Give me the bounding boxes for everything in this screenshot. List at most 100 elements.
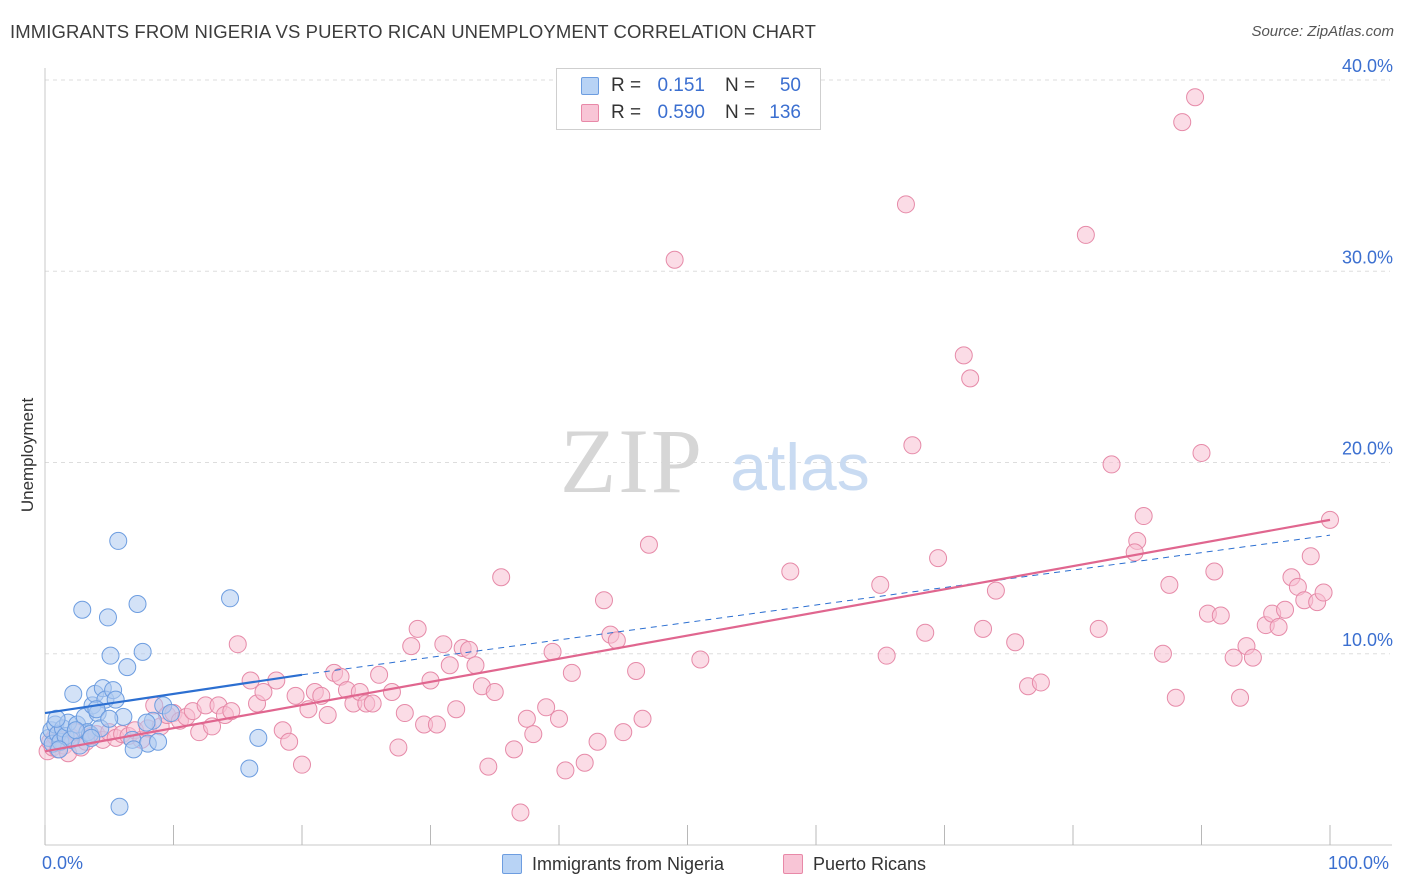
stats-legend: R = 0.151 N = 50 R = 0.590 N = 136 xyxy=(556,68,821,130)
data-point-nigeria xyxy=(221,589,240,608)
trend-lines xyxy=(44,518,1331,753)
axes xyxy=(44,68,1392,846)
data-point-puerto-rican xyxy=(1301,547,1320,566)
data-point-puerto-rican xyxy=(222,702,241,721)
legend-swatch-blue xyxy=(581,77,599,95)
legend-item-nigeria[interactable]: Immigrants from Nigeria xyxy=(502,852,724,876)
data-point-puerto-rican xyxy=(363,694,382,713)
data-point-nigeria xyxy=(118,658,137,677)
y-tick-label: 30.0% xyxy=(1342,247,1393,267)
legend-item-puerto-rican[interactable]: Puerto Ricans xyxy=(783,852,926,876)
data-point-puerto-rican xyxy=(903,436,922,455)
data-point-puerto-rican xyxy=(1192,443,1211,462)
data-point-nigeria xyxy=(110,797,129,816)
data-point-nigeria xyxy=(161,704,180,723)
data-point-puerto-rican xyxy=(1125,543,1144,562)
data-point-puerto-rican xyxy=(286,686,305,705)
data-point-puerto-rican xyxy=(1134,507,1153,526)
data-point-puerto-rican xyxy=(929,549,948,568)
legend-swatch-blue xyxy=(502,854,522,874)
data-point-puerto-rican xyxy=(1153,644,1172,663)
data-point-puerto-rican xyxy=(479,757,498,776)
data-point-puerto-rican xyxy=(537,698,556,717)
data-point-puerto-rican xyxy=(370,665,389,684)
data-point-puerto-rican xyxy=(1186,88,1205,107)
data-point-puerto-rican xyxy=(440,656,459,675)
data-point-puerto-rican xyxy=(1089,619,1108,638)
data-point-puerto-rican xyxy=(588,732,607,751)
data-point-nigeria xyxy=(98,608,117,627)
data-point-puerto-rican xyxy=(1243,648,1262,667)
watermark: ZIP atlas xyxy=(560,410,870,512)
data-point-nigeria xyxy=(124,740,143,759)
data-point-nigeria xyxy=(128,595,147,614)
data-point-puerto-rican xyxy=(1276,600,1295,619)
trend-line-nigeria-dashed xyxy=(301,534,1331,676)
data-point-puerto-rican xyxy=(691,650,710,669)
data-point-puerto-rican xyxy=(594,591,613,610)
data-point-puerto-rican xyxy=(505,740,524,759)
data-point-nigeria xyxy=(249,728,268,747)
data-point-puerto-rican xyxy=(517,709,536,728)
data-point-puerto-rican xyxy=(781,562,800,581)
data-point-puerto-rican xyxy=(1166,688,1185,707)
watermark-zip: ZIP xyxy=(560,410,704,512)
data-point-puerto-rican xyxy=(562,663,581,682)
data-point-puerto-rican xyxy=(524,725,543,744)
data-point-puerto-rican xyxy=(254,683,273,701)
chart-title: IMMIGRANTS FROM NIGERIA VS PUERTO RICAN … xyxy=(10,21,817,42)
x-tick-min: 0.0% xyxy=(42,853,84,873)
data-point-puerto-rican xyxy=(627,661,646,680)
data-point-puerto-rican xyxy=(1102,455,1121,474)
data-point-puerto-rican xyxy=(434,635,453,654)
data-point-puerto-rican xyxy=(402,637,421,656)
data-point-puerto-rican xyxy=(556,761,575,780)
data-point-puerto-rican xyxy=(633,709,652,728)
data-point-puerto-rican xyxy=(986,581,1005,600)
data-point-puerto-rican xyxy=(389,738,408,757)
data-point-puerto-rican xyxy=(318,705,337,724)
data-point-puerto-rican xyxy=(280,732,299,751)
legend-r-label: R = xyxy=(611,75,642,96)
data-point-puerto-rican xyxy=(1031,673,1050,692)
legend-label-puerto-rican: Puerto Ricans xyxy=(813,853,927,874)
legend-n-label: N = xyxy=(725,75,756,96)
data-point-nigeria xyxy=(137,713,156,732)
x-tick-max: 100.0% xyxy=(1328,853,1390,873)
legend-r-value: 0.590 xyxy=(657,102,705,123)
data-point-nigeria xyxy=(100,709,119,728)
data-point-puerto-rican xyxy=(1231,688,1250,707)
data-point-nigeria xyxy=(64,684,83,703)
legend-n-value: 50 xyxy=(779,75,801,96)
legend-r-label: R = xyxy=(611,102,642,123)
data-point-puerto-rican xyxy=(485,683,504,701)
data-point-puerto-rican xyxy=(871,575,890,594)
data-point-puerto-rican xyxy=(1211,606,1230,625)
blue-series-points xyxy=(39,531,268,816)
y-tick-labels: 10.0% 20.0% 30.0% 40.0% xyxy=(1342,56,1393,650)
data-point-puerto-rican xyxy=(614,723,633,742)
data-point-puerto-rican xyxy=(228,635,247,654)
data-point-nigeria xyxy=(240,759,259,778)
data-point-nigeria xyxy=(106,690,125,709)
data-point-puerto-rican xyxy=(1314,583,1333,602)
data-point-puerto-rican xyxy=(511,803,530,822)
data-point-puerto-rican xyxy=(877,646,896,665)
data-point-puerto-rican xyxy=(550,709,568,728)
y-axis-label: Unemployment xyxy=(18,397,37,513)
data-point-puerto-rican xyxy=(492,568,511,587)
data-point-puerto-rican xyxy=(665,250,684,269)
data-point-puerto-rican xyxy=(460,640,479,659)
y-tick-label: 20.0% xyxy=(1342,439,1393,459)
data-point-puerto-rican xyxy=(1205,562,1224,581)
data-point-puerto-rican xyxy=(395,704,414,723)
data-point-puerto-rican xyxy=(974,619,993,638)
data-point-puerto-rican xyxy=(293,755,311,774)
data-point-puerto-rican xyxy=(575,753,594,772)
gridlines xyxy=(45,79,1390,655)
y-tick-label: 40.0% xyxy=(1342,56,1393,76)
data-point-puerto-rican xyxy=(896,195,915,214)
data-point-puerto-rican xyxy=(916,623,935,642)
legend-row-puerto-rican: R = 0.590 N = 136 xyxy=(581,101,801,125)
